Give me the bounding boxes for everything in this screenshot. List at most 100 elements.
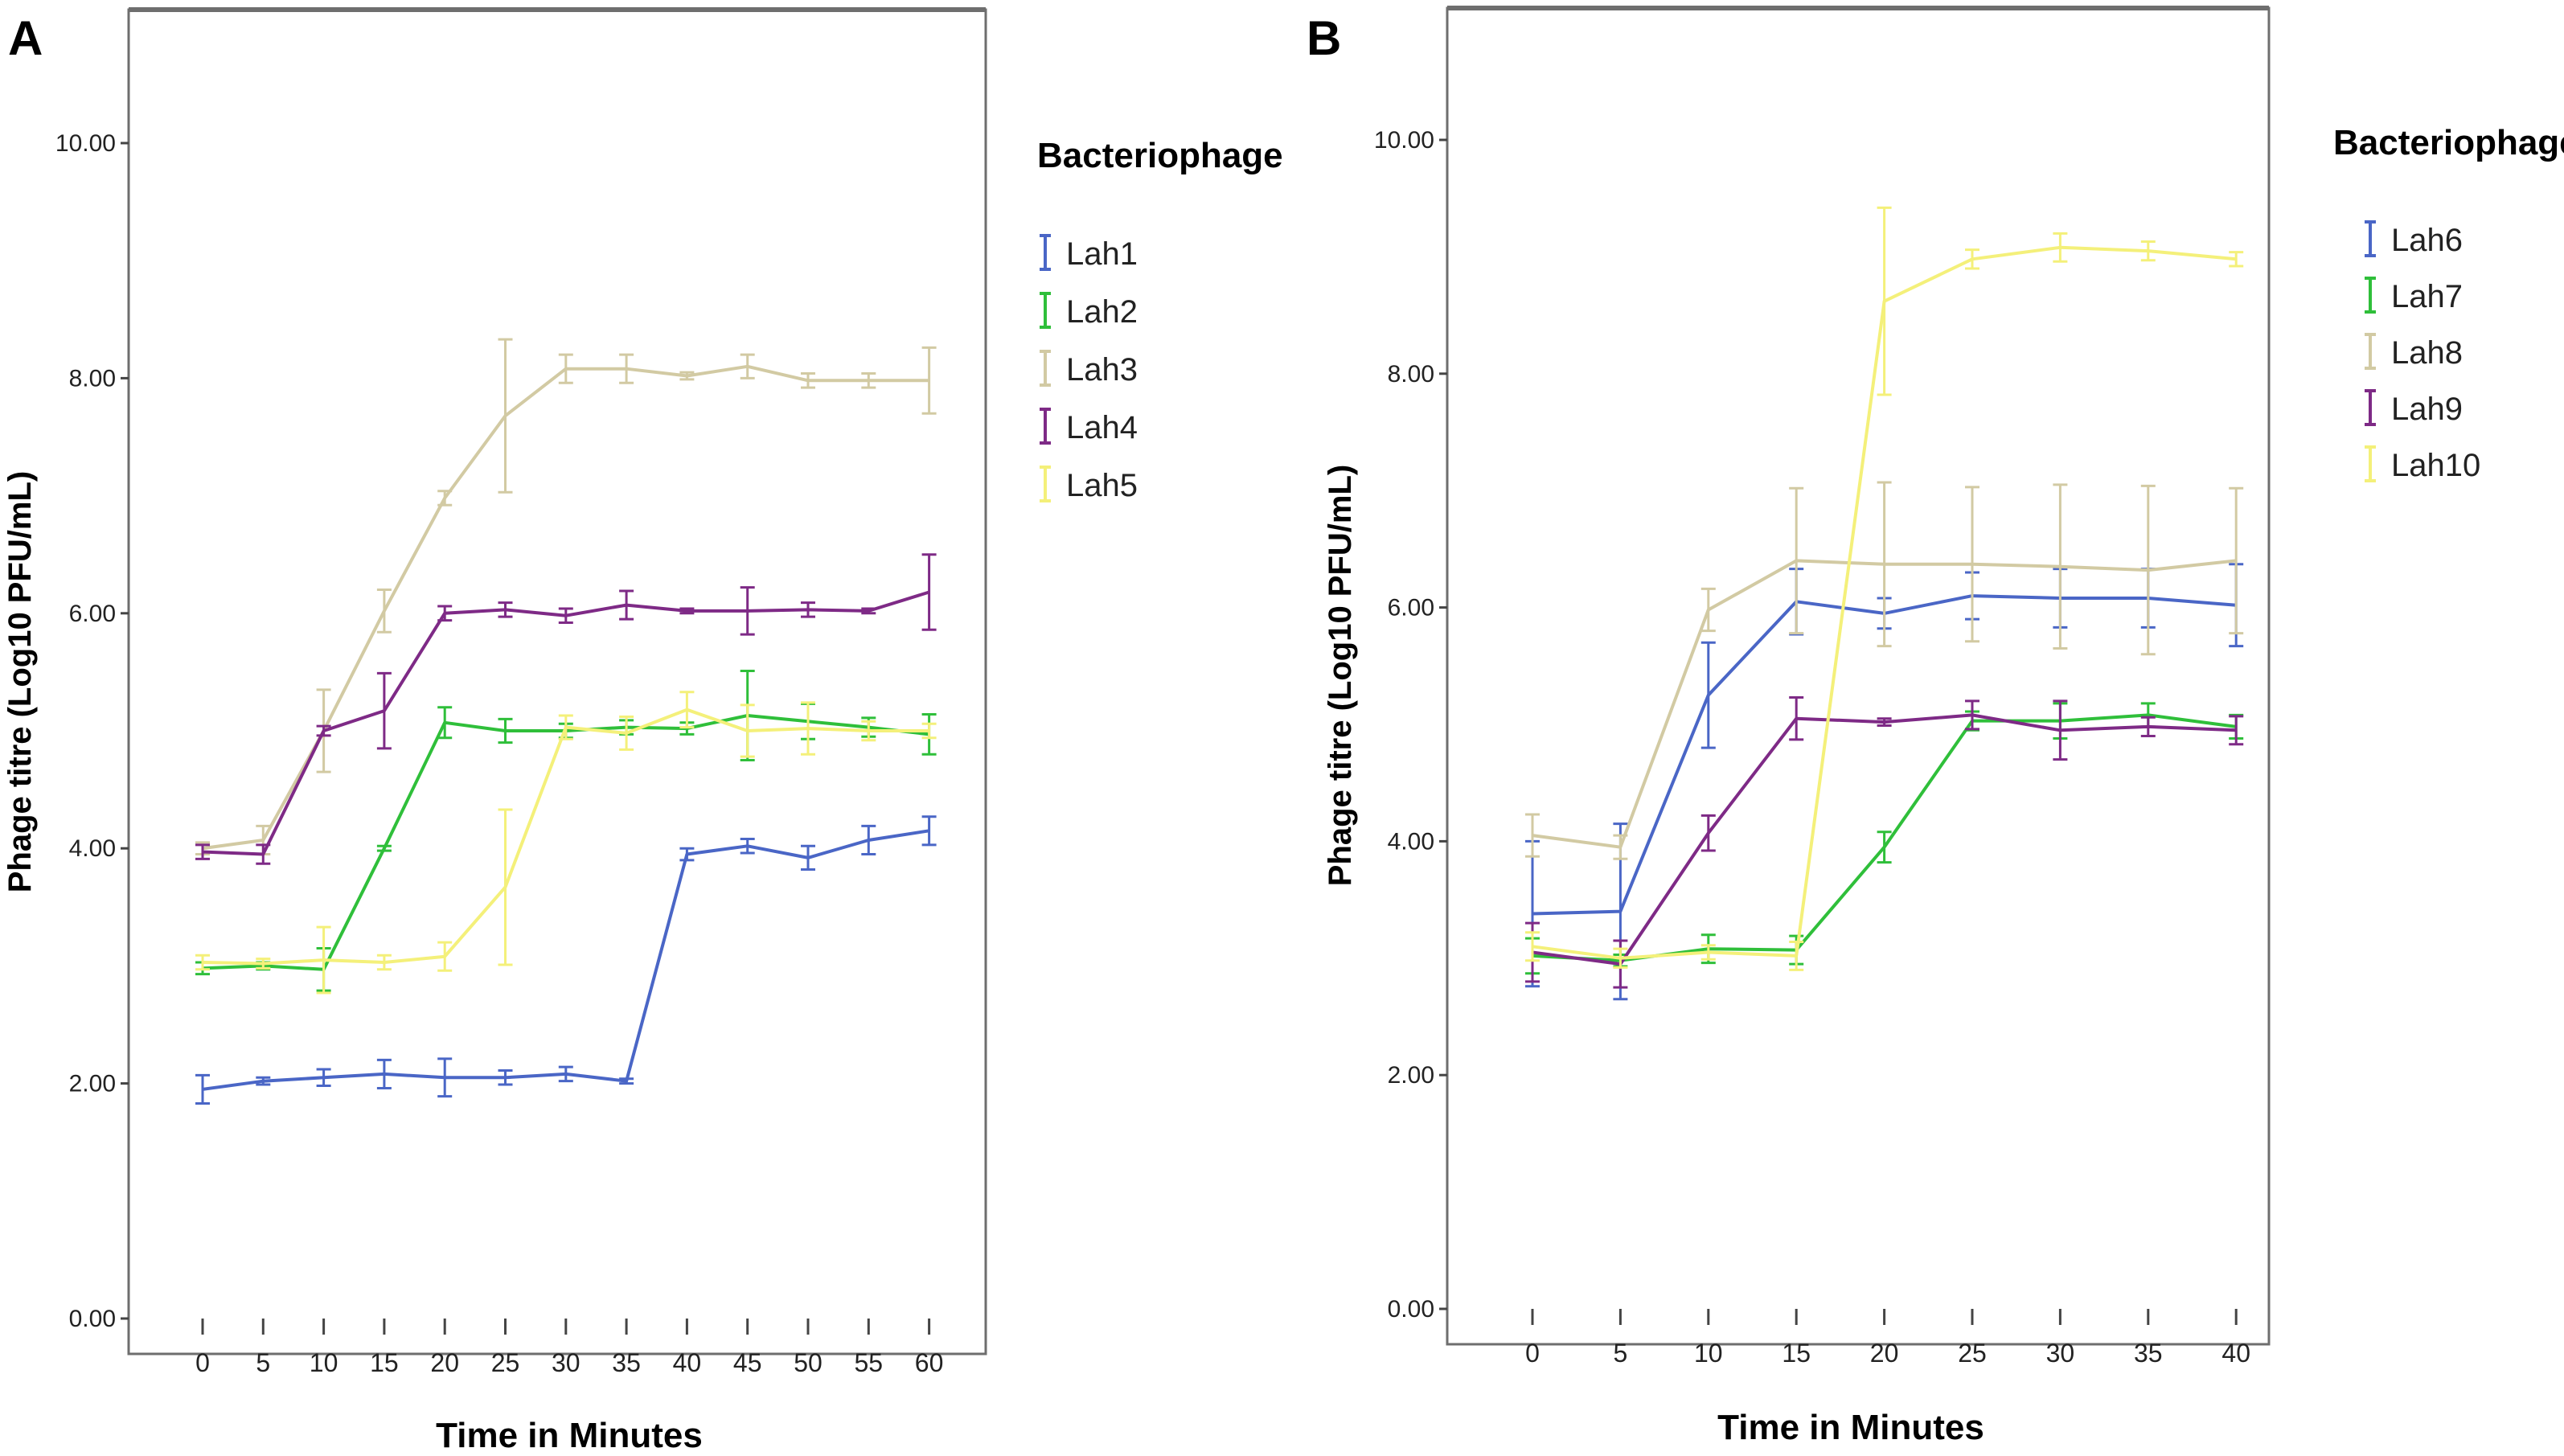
error-bar-lah8	[1613, 834, 1628, 860]
error-bar-lah5	[498, 808, 513, 966]
panel-a: A 0.00 2.00 4.00 6.00 8.00 10.00 0 5 10 15 20 25 30…	[2, 7, 1283, 1455]
y-tick-label: 10.00	[1374, 127, 1434, 154]
x-tick-label: 25	[1958, 1339, 1987, 1368]
error-bar-lah2	[498, 717, 513, 744]
error-bar-lah3	[801, 372, 815, 389]
legend-entry-lah4: Lah4	[1040, 408, 1138, 445]
y-axis-a: 0.00 2.00 4.00 6.00 8.00 10.00	[55, 130, 129, 1332]
legend-entry-lah10: Lah10	[2365, 445, 2480, 483]
error-bar-lah9	[1700, 814, 1716, 852]
legend-label: Lah7	[2391, 279, 2463, 314]
series-group-a	[195, 338, 937, 1105]
error-bar-lah7	[1877, 831, 1892, 864]
error-bar-lah9	[1965, 699, 1979, 731]
legend-entry-lah5: Lah5	[1040, 466, 1138, 503]
error-bar-lah8	[1965, 486, 1979, 643]
x-tick-label: 40	[673, 1348, 702, 1377]
error-bar-lah1	[437, 1057, 453, 1098]
error-bar-lah1	[376, 1058, 392, 1089]
x-axis-title-a: Time in Minutes	[436, 1416, 703, 1455]
x-tick-label: 35	[612, 1348, 641, 1377]
error-bar-lah8	[2053, 483, 2068, 650]
error-bar-lah10	[1613, 947, 1628, 969]
error-bar-lah9	[2140, 716, 2156, 738]
error-bar-lah4	[921, 553, 937, 631]
error-bar-lah8	[1525, 813, 1540, 858]
legend-entry-lah1: Lah1	[1040, 234, 1138, 272]
error-bar-lah3	[498, 338, 513, 494]
error-bar-lah3	[861, 372, 876, 389]
x-tick-label: 20	[430, 1348, 459, 1377]
y-tick-label: 10.00	[55, 130, 116, 157]
error-bar-lah8	[1877, 481, 1892, 648]
legend-entry-lah6: Lah6	[2365, 220, 2463, 258]
error-bar-lah1	[801, 844, 815, 872]
error-bar-lah1	[316, 1068, 331, 1088]
legend-label: Lah5	[1066, 468, 1138, 503]
error-bar-lah3	[558, 353, 573, 384]
y-axis-b: 0.00 2.00 4.00 6.00 8.00 10.00	[1374, 127, 1447, 1323]
error-bar-lah4	[376, 671, 392, 750]
error-bar-lah3	[437, 490, 453, 507]
error-bar-lah5	[376, 954, 392, 971]
legend-label: Lah6	[2391, 223, 2463, 258]
error-bar-lah4	[498, 601, 513, 618]
error-bar-lah1	[679, 847, 695, 862]
y-tick-label: 4.00	[69, 835, 116, 862]
x-axis-title-b: Time in Minutes	[1717, 1408, 1984, 1447]
x-tick-label: 25	[491, 1348, 520, 1377]
error-bar-lah10	[2229, 251, 2244, 268]
y-tick-label: 8.00	[1388, 361, 1434, 388]
legend-title-b: Bacteriophage	[2333, 123, 2564, 162]
error-bar-lah4	[619, 589, 634, 621]
x-tick-label: 40	[2221, 1339, 2250, 1368]
error-bar-lah5	[256, 958, 271, 970]
error-bar-lah5	[316, 925, 331, 995]
error-bar-lah8	[1789, 486, 1804, 635]
x-axis-b: 0 5 10 15 20 25 30 35 40	[1525, 1309, 2250, 1368]
x-axis-a: 0 5 10 15 20 25 30 35 40 45 50 55 60	[195, 1319, 943, 1377]
x-tick-label: 60	[915, 1348, 944, 1377]
error-bar-lah1	[256, 1076, 271, 1086]
error-bar-lah4	[256, 843, 271, 865]
legend-entry-lah8: Lah8	[2365, 333, 2463, 371]
error-bar-lah3	[679, 371, 695, 381]
x-tick-label: 5	[256, 1348, 270, 1377]
y-tick-label: 6.00	[1388, 595, 1434, 621]
legend-label: Lah2	[1066, 294, 1138, 330]
x-tick-label: 5	[1614, 1339, 1628, 1368]
error-bar-lah4	[801, 601, 815, 618]
legend-entry-lah7: Lah7	[2365, 277, 2463, 314]
y-tick-label: 4.00	[1388, 828, 1434, 855]
panel-b: B 0.00 2.00 4.00 6.00 8.00 10.00 0 5 10 15 20 25 30…	[1307, 6, 2564, 1447]
x-tick-label: 55	[855, 1348, 884, 1377]
error-bar-lah10	[2140, 240, 2156, 262]
error-bar-lah10	[1789, 940, 1804, 971]
error-bar-lah8	[1700, 587, 1716, 633]
error-bar-lah5	[861, 720, 876, 742]
x-tick-label: 15	[1782, 1339, 1811, 1368]
y-axis-title-a: Phage titre (Log10 PFU/mL)	[2, 471, 38, 893]
error-bar-lah3	[376, 589, 392, 634]
error-bar-lah9	[2229, 715, 2244, 746]
x-tick-label: 10	[1694, 1339, 1723, 1368]
error-bar-lah5	[558, 714, 573, 740]
error-bar-lah4	[195, 843, 210, 860]
panel-label-a: A	[8, 11, 43, 65]
error-bar-lah9	[2053, 699, 2068, 761]
error-bar-lah9	[1877, 717, 1892, 727]
error-bar-lah4	[679, 607, 695, 615]
legend-title-a: Bacteriophage	[1037, 136, 1283, 175]
error-bar-lah1	[195, 1073, 210, 1105]
legend-label: Lah1	[1066, 236, 1138, 272]
error-bar-lah5	[740, 703, 755, 758]
y-tick-label: 2.00	[1388, 1062, 1434, 1089]
x-tick-label: 20	[1870, 1339, 1899, 1368]
error-bar-lah1	[861, 824, 876, 856]
error-bar-lah10	[1700, 944, 1716, 961]
series-group-b	[1525, 206, 2244, 1001]
legend-label: Lah9	[2391, 392, 2463, 427]
x-tick-label: 50	[794, 1348, 823, 1377]
error-bar-lah3	[921, 346, 937, 415]
